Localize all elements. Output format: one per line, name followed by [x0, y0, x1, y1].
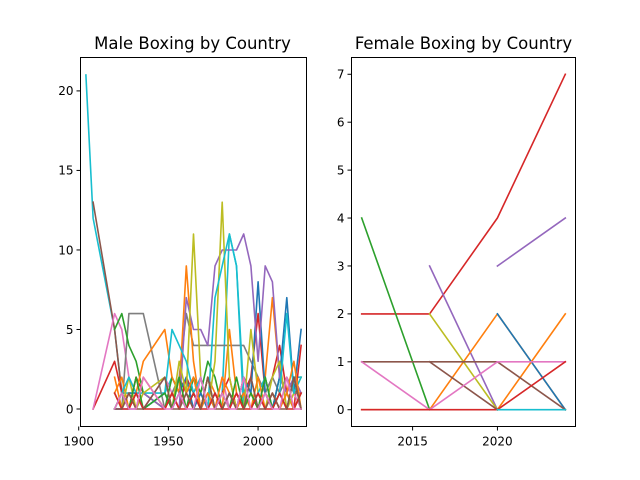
series-layer [360, 73, 567, 411]
series-line [428, 264, 499, 411]
y-tick-label: 4 [337, 211, 345, 225]
y-tick-label: 2 [337, 307, 345, 321]
x-tick-label: 2000 [243, 435, 274, 449]
x-tick-label: 1950 [153, 435, 184, 449]
y-tick-label: 20 [58, 84, 73, 98]
series-line [360, 216, 431, 411]
chart-title: Male Boxing by Country [94, 34, 291, 53]
y-tick-label: 0 [337, 403, 345, 417]
series-line [113, 201, 303, 410]
x-tick-label: 1900 [63, 435, 94, 449]
y-tick-label: 5 [66, 323, 74, 337]
y-tick-label: 7 [337, 68, 345, 82]
series-line [113, 376, 302, 411]
axes-frame [80, 57, 307, 427]
x-tick-label: 2015 [397, 435, 428, 449]
male-boxing-chart-panel: Male Boxing by Country 1900 1950 200005101… [58, 34, 307, 449]
y-tick-label: 5 [337, 163, 345, 177]
female-boxing-chart-panel: Female Boxing by Country 2015 2020 0 1 2 3 4 5 6… [337, 34, 576, 449]
series-line [360, 360, 567, 411]
x-tick-label: 2020 [482, 435, 513, 449]
y-tick-label: 15 [58, 164, 73, 178]
y-tick-label: 0 [66, 402, 74, 416]
y-tick-label: 6 [337, 115, 345, 129]
series-line [360, 360, 567, 411]
series-layer [85, 74, 303, 411]
tick-layer: 1900 1950 2000 0 5 10 15 20 [58, 84, 273, 448]
y-tick-label: 3 [337, 259, 345, 273]
tick-layer: 2015 2020 0 1 2 3 4 5 6 7 [337, 68, 513, 449]
axes-frame [351, 57, 576, 427]
chart-title: Female Boxing by Country [355, 34, 573, 53]
y-tick-label: 10 [58, 243, 73, 257]
series-line [496, 216, 567, 268]
y-tick-label: 1 [337, 355, 345, 369]
